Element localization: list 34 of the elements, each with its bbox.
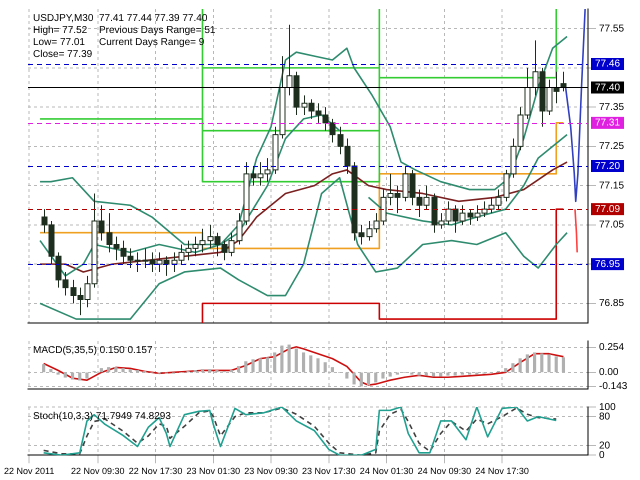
y-tick-label: 80 [599, 411, 611, 422]
ref-line-label: 76.95 [595, 258, 620, 270]
annotation: Close= 77.39 [33, 48, 93, 60]
y-tick-label: 100 [599, 402, 616, 413]
x-tick-label: 22 Nov 17:30 [128, 466, 182, 476]
ref-line-label: 77.40 [595, 82, 620, 94]
chart-title: MACD(5,35,5) 0.150 0.157 [33, 344, 153, 356]
x-tick-label: 23 Nov 01:30 [186, 466, 240, 476]
x-tick-label: 23 Nov 17:30 [302, 466, 356, 476]
x-tick-label: 24 Nov 17:30 [475, 466, 529, 476]
ref-line-label: 77.31 [595, 118, 620, 129]
y-tick-label: 77.15 [599, 180, 624, 192]
x-tick-label: 23 Nov 09:30 [244, 466, 298, 476]
y-tick-label: 77.55 [599, 23, 624, 34]
y-tick-label: -0.143 [599, 381, 628, 392]
chart-title: Stoch(10,3,3) 71.7949 74.8293 [33, 410, 172, 422]
y-tick-label: 0.00 [599, 367, 619, 378]
y-tick-label: 77.35 [599, 102, 624, 113]
ref-line-label: 77.46 [595, 58, 620, 70]
y-tick-label: 20 [599, 440, 611, 452]
y-tick-label: 77.25 [599, 141, 624, 152]
ref-line-label: 77.20 [595, 160, 620, 172]
x-tick-label: 24 Nov 09:30 [418, 466, 472, 476]
y-tick-label: 0 [599, 450, 605, 461]
y-tick-label: 76.85 [599, 298, 624, 310]
annotation: High= 77.52 [33, 24, 88, 36]
annotation: Previous Days Range= 51 [99, 24, 216, 36]
y-tick-label: 0.254 [599, 342, 624, 354]
annotation: Low= 77.01 [33, 36, 86, 48]
x-tick-label: 22 Nov 2011 [4, 466, 54, 476]
x-tick-label: 22 Nov 09:30 [71, 466, 125, 476]
ref-line-label: 77.09 [595, 204, 620, 215]
y-tick-label: 77.05 [599, 220, 624, 231]
x-tick-label: 24 Nov 01:30 [360, 466, 414, 476]
